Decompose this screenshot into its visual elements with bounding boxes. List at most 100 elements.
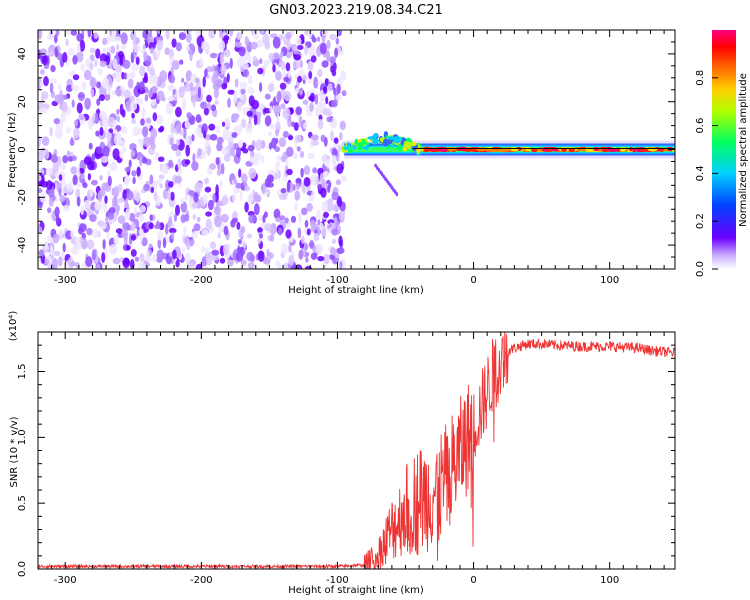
noise-blob bbox=[211, 74, 219, 85]
noise-blob bbox=[256, 39, 264, 48]
noise-blob bbox=[285, 158, 289, 167]
noise-blob bbox=[231, 132, 238, 138]
y-tick-label: 1.0 bbox=[17, 429, 28, 445]
noise-blob bbox=[180, 201, 187, 213]
noise-blob bbox=[331, 154, 337, 164]
noise-blob bbox=[167, 96, 175, 102]
noise-blob bbox=[116, 115, 120, 123]
noise-blob bbox=[175, 42, 182, 52]
noise-blob bbox=[308, 70, 313, 80]
noise-blob bbox=[156, 114, 164, 125]
noise-blob bbox=[93, 31, 99, 40]
noise-blob bbox=[313, 76, 319, 89]
noise-blob bbox=[184, 159, 191, 165]
noise-blob bbox=[334, 47, 339, 58]
noise-blob bbox=[194, 77, 200, 84]
noise-blob bbox=[144, 94, 149, 102]
noise-blob bbox=[75, 188, 81, 199]
y-tick-label: -40 bbox=[17, 237, 28, 253]
noise-blob bbox=[296, 146, 301, 152]
noise-blob bbox=[302, 75, 308, 81]
noise-blob bbox=[112, 58, 118, 70]
noise-blob bbox=[99, 175, 103, 181]
noise-blob bbox=[274, 172, 278, 181]
noise-blob bbox=[201, 256, 208, 268]
noise-blob bbox=[308, 61, 313, 71]
noise-blob bbox=[200, 265, 209, 269]
noise-blob bbox=[234, 41, 242, 48]
noise-blob bbox=[148, 243, 153, 249]
noise-blob bbox=[103, 201, 107, 213]
noise-blob bbox=[130, 52, 135, 64]
noise-blob bbox=[184, 252, 191, 264]
signal-peak bbox=[437, 147, 446, 152]
spectrogram-y-label: Frequency (Hz) bbox=[7, 112, 18, 188]
noise-blob bbox=[129, 95, 135, 103]
noise-blob bbox=[288, 135, 294, 141]
noise-blob bbox=[209, 52, 218, 59]
noise-blob bbox=[165, 102, 174, 115]
noise-blob bbox=[59, 163, 67, 170]
colorbar-label: Normalized spectral amplitude bbox=[738, 73, 749, 227]
signal-peak bbox=[476, 147, 487, 152]
noise-blob bbox=[184, 121, 191, 129]
noise-blob bbox=[286, 39, 291, 51]
noise-blob bbox=[185, 45, 190, 52]
noise-blob bbox=[96, 263, 101, 269]
noise-blob bbox=[115, 206, 120, 216]
noise-blob bbox=[215, 201, 219, 214]
noise-blob bbox=[251, 99, 260, 110]
noise-blob bbox=[116, 30, 120, 35]
noise-blob bbox=[219, 257, 226, 264]
noise-blob bbox=[54, 127, 63, 139]
noise-blob bbox=[70, 230, 75, 239]
noise-blob bbox=[156, 30, 162, 34]
noise-blob bbox=[247, 194, 254, 204]
noise-blob bbox=[174, 175, 183, 184]
noise-blob bbox=[171, 38, 177, 48]
noise-blob bbox=[177, 158, 182, 170]
snr-ticks: -300 -200 -100 0 100 0.0 0.5 1.0 1.5 bbox=[17, 331, 675, 586]
noise-blob bbox=[67, 48, 75, 56]
noise-blob bbox=[335, 179, 342, 186]
noise-blob bbox=[236, 32, 242, 41]
noise-blob bbox=[112, 257, 121, 265]
noise-blob bbox=[141, 107, 146, 119]
noise-blob bbox=[339, 131, 343, 141]
signal-spread bbox=[343, 146, 349, 151]
noise-blob bbox=[99, 53, 108, 64]
noise-blob bbox=[239, 93, 244, 100]
noise-blob bbox=[54, 181, 59, 190]
noise-blob bbox=[328, 254, 335, 260]
noise-blob bbox=[307, 30, 313, 39]
noise-blob bbox=[138, 81, 145, 92]
x-tick-label: 100 bbox=[600, 575, 619, 586]
signal-peak bbox=[602, 148, 609, 153]
noise-blob bbox=[129, 100, 138, 111]
noise-blob bbox=[137, 138, 142, 144]
noise-blob bbox=[94, 59, 98, 68]
noise-blob bbox=[236, 221, 241, 230]
noise-blob bbox=[46, 34, 55, 41]
noise-blob bbox=[38, 30, 43, 40]
noise-blob bbox=[202, 76, 206, 88]
noise-blob bbox=[285, 62, 291, 72]
noise-blob bbox=[230, 147, 236, 157]
signal-spread bbox=[383, 138, 389, 145]
noise-blob bbox=[236, 147, 241, 158]
noise-blob bbox=[309, 102, 314, 112]
noise-blob bbox=[129, 259, 135, 269]
noise-blob bbox=[111, 196, 118, 209]
noise-blob bbox=[175, 150, 182, 157]
noise-blob bbox=[306, 228, 311, 236]
noise-blob bbox=[319, 172, 324, 184]
noise-blob bbox=[261, 65, 266, 77]
noise-blob bbox=[58, 229, 64, 241]
noise-blob bbox=[98, 94, 105, 102]
noise-blob bbox=[279, 215, 286, 221]
noise-blob bbox=[53, 250, 61, 256]
noise-blob bbox=[324, 78, 329, 87]
noise-blob bbox=[208, 123, 216, 131]
noise-blob bbox=[266, 174, 274, 183]
noise-blob bbox=[260, 103, 265, 109]
